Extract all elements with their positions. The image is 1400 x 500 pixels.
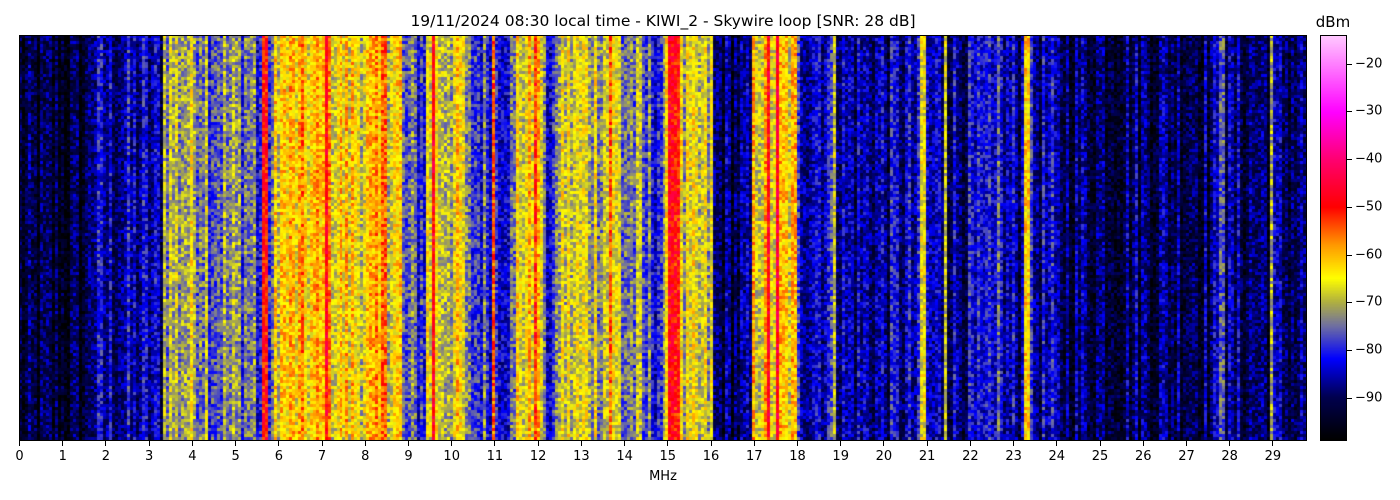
x-tick: [19, 441, 20, 446]
x-tick: [537, 441, 539, 446]
x-tick-label: 22: [962, 449, 979, 464]
x-tick-label: 28: [1221, 449, 1238, 464]
colorbar-tick-label: −90: [1355, 390, 1383, 406]
colorbar-tick-label: −70: [1355, 294, 1383, 310]
colorbar-tick: [1347, 63, 1352, 65]
x-tick-label: 0: [15, 449, 24, 464]
x-tick-label: 7: [317, 449, 327, 464]
colorbar-tick-label: −40: [1355, 151, 1383, 167]
x-tick: [1099, 441, 1101, 446]
x-tick: [883, 441, 885, 446]
colorbar-tick: [1347, 111, 1352, 113]
x-tick-label: 16: [702, 449, 720, 464]
x-tick: [1013, 441, 1015, 446]
x-tick: [580, 441, 582, 446]
x-tick-label: 21: [918, 449, 936, 464]
plot-area: [19, 35, 1307, 441]
colorbar-tick: [1347, 159, 1352, 161]
colorbar-tick-label: −80: [1355, 342, 1383, 358]
x-tick-label: 19: [832, 449, 849, 464]
colorbar-tick-label: −60: [1355, 247, 1383, 263]
x-tick-label: 1: [58, 449, 67, 464]
x-tick-label: 18: [789, 449, 806, 464]
x-tick: [191, 441, 193, 446]
x-tick: [969, 441, 971, 446]
x-tick-label: 27: [1178, 449, 1195, 464]
x-tick: [451, 441, 453, 446]
x-tick-label: 20: [875, 449, 893, 464]
x-tick-label: 8: [361, 449, 370, 464]
x-tick-label: 12: [529, 449, 547, 464]
x-tick-label: 17: [745, 449, 763, 464]
colorbar: [1320, 35, 1347, 441]
x-tick-label: 4: [188, 449, 197, 464]
x-tick: [1272, 441, 1274, 446]
x-tick-label: 29: [1264, 449, 1282, 464]
x-tick-label: 3: [145, 449, 154, 464]
colorbar-label: dBm: [1315, 13, 1351, 31]
x-tick-label: 9: [404, 449, 413, 464]
colorbar-tick: [1347, 398, 1352, 399]
colorbar-tick-label: −30: [1355, 103, 1383, 119]
x-tick-label: 11: [486, 449, 504, 464]
x-tick: [148, 441, 150, 446]
x-tick: [710, 441, 712, 446]
x-tick-label: 10: [443, 449, 460, 464]
x-tick: [667, 441, 669, 446]
x-tick: [321, 441, 323, 446]
colorbar-tick-label: −50: [1355, 199, 1383, 215]
x-tick: [407, 441, 409, 446]
x-tick-label: 23: [1005, 449, 1022, 464]
x-tick: [1056, 441, 1058, 446]
x-tick: [753, 441, 755, 446]
chart-title: 19/11/2024 08:30 local time - KIWI_2 - S…: [410, 12, 916, 30]
x-tick: [278, 441, 280, 446]
x-tick-label: 6: [274, 449, 283, 464]
x-tick: [1142, 441, 1144, 446]
x-tick-label: 15: [659, 449, 677, 464]
x-tick: [62, 441, 64, 446]
waterfall-heatmap: [20, 36, 1306, 440]
x-tick-label: 26: [1134, 449, 1152, 464]
colorbar-tick: [1347, 206, 1352, 208]
x-tick-label: 5: [231, 449, 240, 464]
x-tick-label: 25: [1091, 449, 1109, 464]
colorbar-tick: [1347, 254, 1352, 256]
x-tick: [796, 441, 798, 446]
x-tick: [235, 441, 237, 446]
x-axis-label: MHz: [649, 469, 677, 484]
x-tick: [1185, 441, 1187, 446]
x-tick-label: 13: [573, 449, 590, 464]
x-tick-label: 2: [101, 449, 111, 464]
x-tick-label: 14: [616, 449, 633, 464]
colorbar-tick: [1347, 302, 1352, 304]
x-tick: [494, 441, 496, 446]
x-tick: [1229, 441, 1231, 446]
x-tick: [840, 441, 842, 446]
colorbar-tick-label: −20: [1355, 56, 1383, 72]
x-tick: [105, 441, 107, 446]
x-tick-label: 24: [1048, 449, 1066, 464]
colorbar-tick: [1347, 350, 1352, 352]
x-tick: [624, 441, 626, 446]
x-tick: [926, 441, 928, 446]
x-tick: [364, 441, 366, 446]
